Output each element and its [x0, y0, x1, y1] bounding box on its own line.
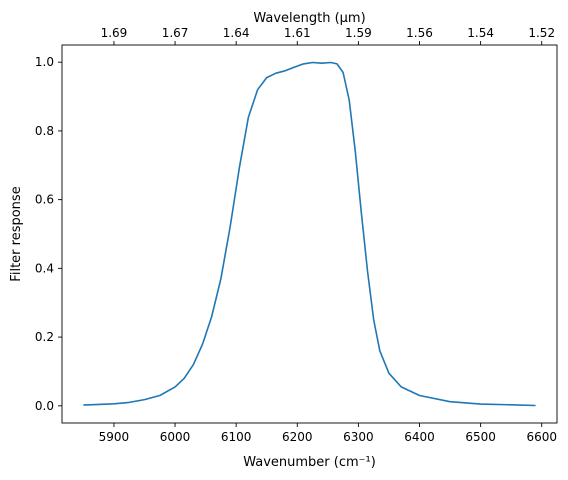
x-tick-label: 6400	[404, 430, 435, 444]
top-tick-label: 1.61	[284, 26, 311, 40]
x-tick-label: 6500	[465, 430, 496, 444]
x-tick-label: 6200	[282, 430, 313, 444]
y-tick-label: 1.0	[35, 55, 54, 69]
y-tick-label: 0.2	[35, 330, 54, 344]
x-tick-label: 6600	[526, 430, 557, 444]
y-tick-label: 0.6	[35, 193, 54, 207]
y-tick-label: 0.8	[35, 124, 54, 138]
x-tick-label: 5900	[99, 430, 130, 444]
y-tick-label: 0.0	[35, 399, 54, 413]
filter-response-line	[83, 61, 536, 407]
x-axis-ticks: 5900 6000 6100 6200 6300 6400 6500 6600	[99, 423, 557, 444]
top-tick-label: 1.59	[345, 26, 372, 40]
top-tick-label: 1.54	[467, 26, 494, 40]
x-tick-label: 6300	[343, 430, 374, 444]
x-axis-label: Wavenumber (cm⁻¹)	[243, 455, 376, 470]
top-tick-label: 1.67	[162, 26, 189, 40]
top-axis-label: Wavelength (μm)	[253, 11, 365, 26]
axes-frame	[61, 44, 558, 424]
top-tick-label: 1.64	[223, 26, 250, 40]
x-tick-label: 6100	[221, 430, 252, 444]
top-tick-label: 1.69	[101, 26, 128, 40]
y-axis-label: Filter response	[9, 186, 24, 281]
y-axis-ticks: 0.0 0.2 0.4 0.6 0.8 1.0	[35, 55, 62, 413]
plot-area	[61, 44, 558, 424]
top-tick-label: 1.56	[406, 26, 433, 40]
top-tick-label: 1.52	[528, 26, 555, 40]
x-tick-label: 6000	[160, 430, 191, 444]
y-tick-label: 0.4	[35, 261, 54, 275]
top-axis-ticks: 1.69 1.67 1.64 1.61 1.59 1.56 1.54 1.52	[101, 26, 555, 45]
